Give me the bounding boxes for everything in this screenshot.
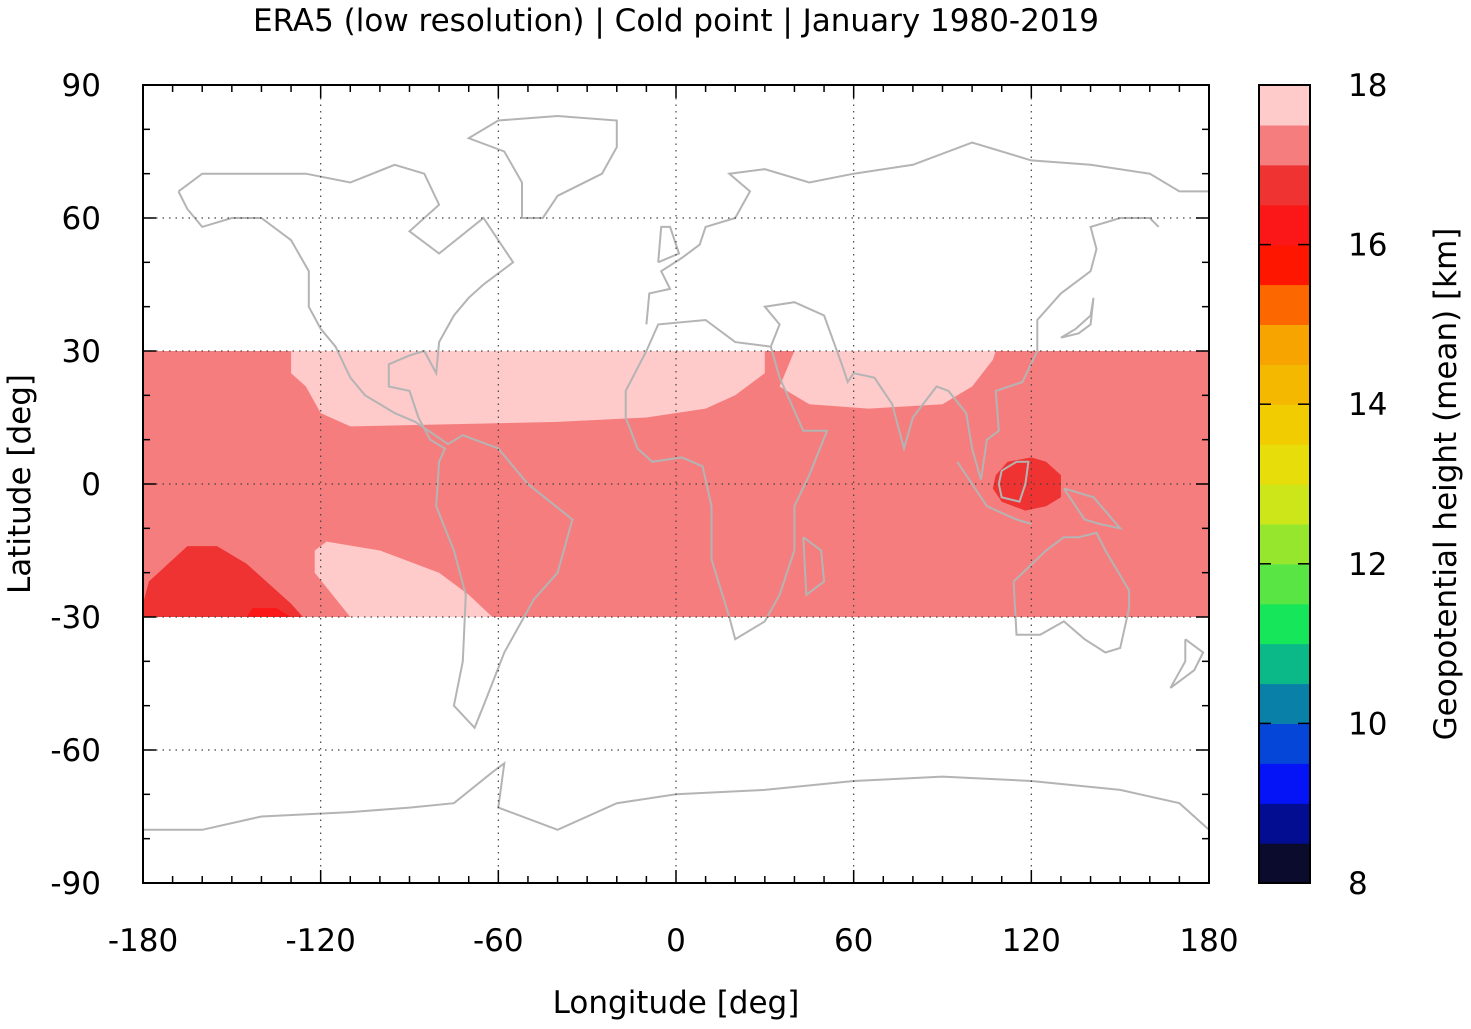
colorbar-segment bbox=[1259, 204, 1310, 246]
colorbar bbox=[1258, 84, 1311, 884]
coastline-9 bbox=[1063, 487, 1123, 530]
x-tick-label: -60 bbox=[473, 923, 524, 959]
colorbar-segment bbox=[1259, 284, 1310, 325]
colorbar-tick-label: 8 bbox=[1348, 866, 1368, 902]
grid-lines bbox=[143, 85, 1209, 883]
colorbar-segment bbox=[1259, 85, 1310, 126]
x-tick-label: -180 bbox=[108, 923, 178, 959]
colorbar-segment bbox=[1259, 563, 1310, 605]
colorbar-segment bbox=[1259, 324, 1310, 365]
y-tick-label: -90 bbox=[50, 866, 101, 902]
y-axis-label: Latitude [deg] bbox=[2, 374, 38, 594]
coastline-11 bbox=[657, 225, 681, 264]
x-axis-label: Longitude [deg] bbox=[553, 985, 800, 1021]
colorbar-segment bbox=[1259, 523, 1310, 565]
plot-frame bbox=[142, 84, 1210, 884]
y-tick-label: 60 bbox=[62, 201, 101, 237]
colorbar-tick-label: 12 bbox=[1348, 547, 1387, 583]
coastline-0 bbox=[177, 163, 574, 730]
colorbar-segment bbox=[1259, 484, 1310, 525]
colorbar-segment bbox=[1259, 164, 1310, 206]
coastline-10 bbox=[802, 536, 826, 597]
x-tick-label: 60 bbox=[834, 923, 873, 959]
colorbar-ticks: 8 10 12 14 16 18 bbox=[1259, 68, 1387, 902]
field-region-0 bbox=[291, 351, 765, 427]
x-tick-label: 0 bbox=[666, 923, 686, 959]
plot-area bbox=[142, 84, 1210, 884]
colorbar-segment bbox=[1259, 444, 1310, 485]
x-tick-label: 180 bbox=[1179, 923, 1238, 959]
colorbar-segment bbox=[1259, 643, 1310, 685]
y-tick-label: -30 bbox=[50, 600, 101, 636]
colorbar-segment bbox=[1259, 723, 1310, 764]
coastline-2 bbox=[624, 318, 829, 641]
chart-title: ERA5 (low resolution) | Cold point | Jan… bbox=[253, 3, 1099, 39]
x-tick-label: 120 bbox=[1002, 923, 1061, 959]
y-tick-label: 90 bbox=[62, 68, 101, 104]
colorbar-tick-label: 14 bbox=[1348, 387, 1387, 423]
field-region-5 bbox=[246, 608, 292, 617]
coastline-13 bbox=[1169, 638, 1205, 689]
colorbar-tick-label: 10 bbox=[1348, 706, 1387, 742]
coastline-12 bbox=[1060, 297, 1095, 339]
colorbar-label: Geopotential height (mean) [km] bbox=[1428, 228, 1464, 741]
colorbar-segment bbox=[1259, 683, 1310, 724]
coastline-6 bbox=[466, 114, 618, 219]
colorbar-segment bbox=[1259, 124, 1310, 166]
colorbar-segment bbox=[1259, 603, 1310, 645]
coastline-8 bbox=[997, 460, 1030, 503]
colorbar-frame bbox=[1258, 84, 1311, 884]
y-tick-label: 0 bbox=[81, 467, 101, 503]
field-region-3 bbox=[143, 546, 303, 617]
coastline-1 bbox=[645, 141, 1209, 325]
colorbar-segment bbox=[1259, 803, 1310, 844]
colorbar-segment bbox=[1259, 843, 1310, 884]
colorbar-segment bbox=[1259, 763, 1310, 804]
field-region-1 bbox=[779, 351, 996, 409]
coastline-4 bbox=[1012, 531, 1131, 654]
y-tick-label: 30 bbox=[62, 334, 101, 370]
field-region-2 bbox=[314, 541, 493, 617]
x-tick-label: -120 bbox=[285, 923, 355, 959]
colorbar-segment bbox=[1259, 364, 1310, 405]
y-axis-ticks: -90 -60 -30 0 30 60 90 bbox=[50, 68, 101, 902]
field-region-4 bbox=[992, 457, 1061, 511]
colorbar-segment bbox=[1259, 404, 1310, 445]
x-axis-ticks: -180 -120 -60 0 60 120 180 bbox=[108, 923, 1239, 959]
y-tick-label: -60 bbox=[50, 733, 101, 769]
colorbar-tick-label: 18 bbox=[1348, 68, 1387, 104]
coastline-3 bbox=[762, 217, 1160, 480]
colorbar-segment bbox=[1259, 244, 1310, 286]
colorbar-tick-label: 16 bbox=[1348, 228, 1387, 264]
coastline-7 bbox=[956, 461, 1032, 525]
